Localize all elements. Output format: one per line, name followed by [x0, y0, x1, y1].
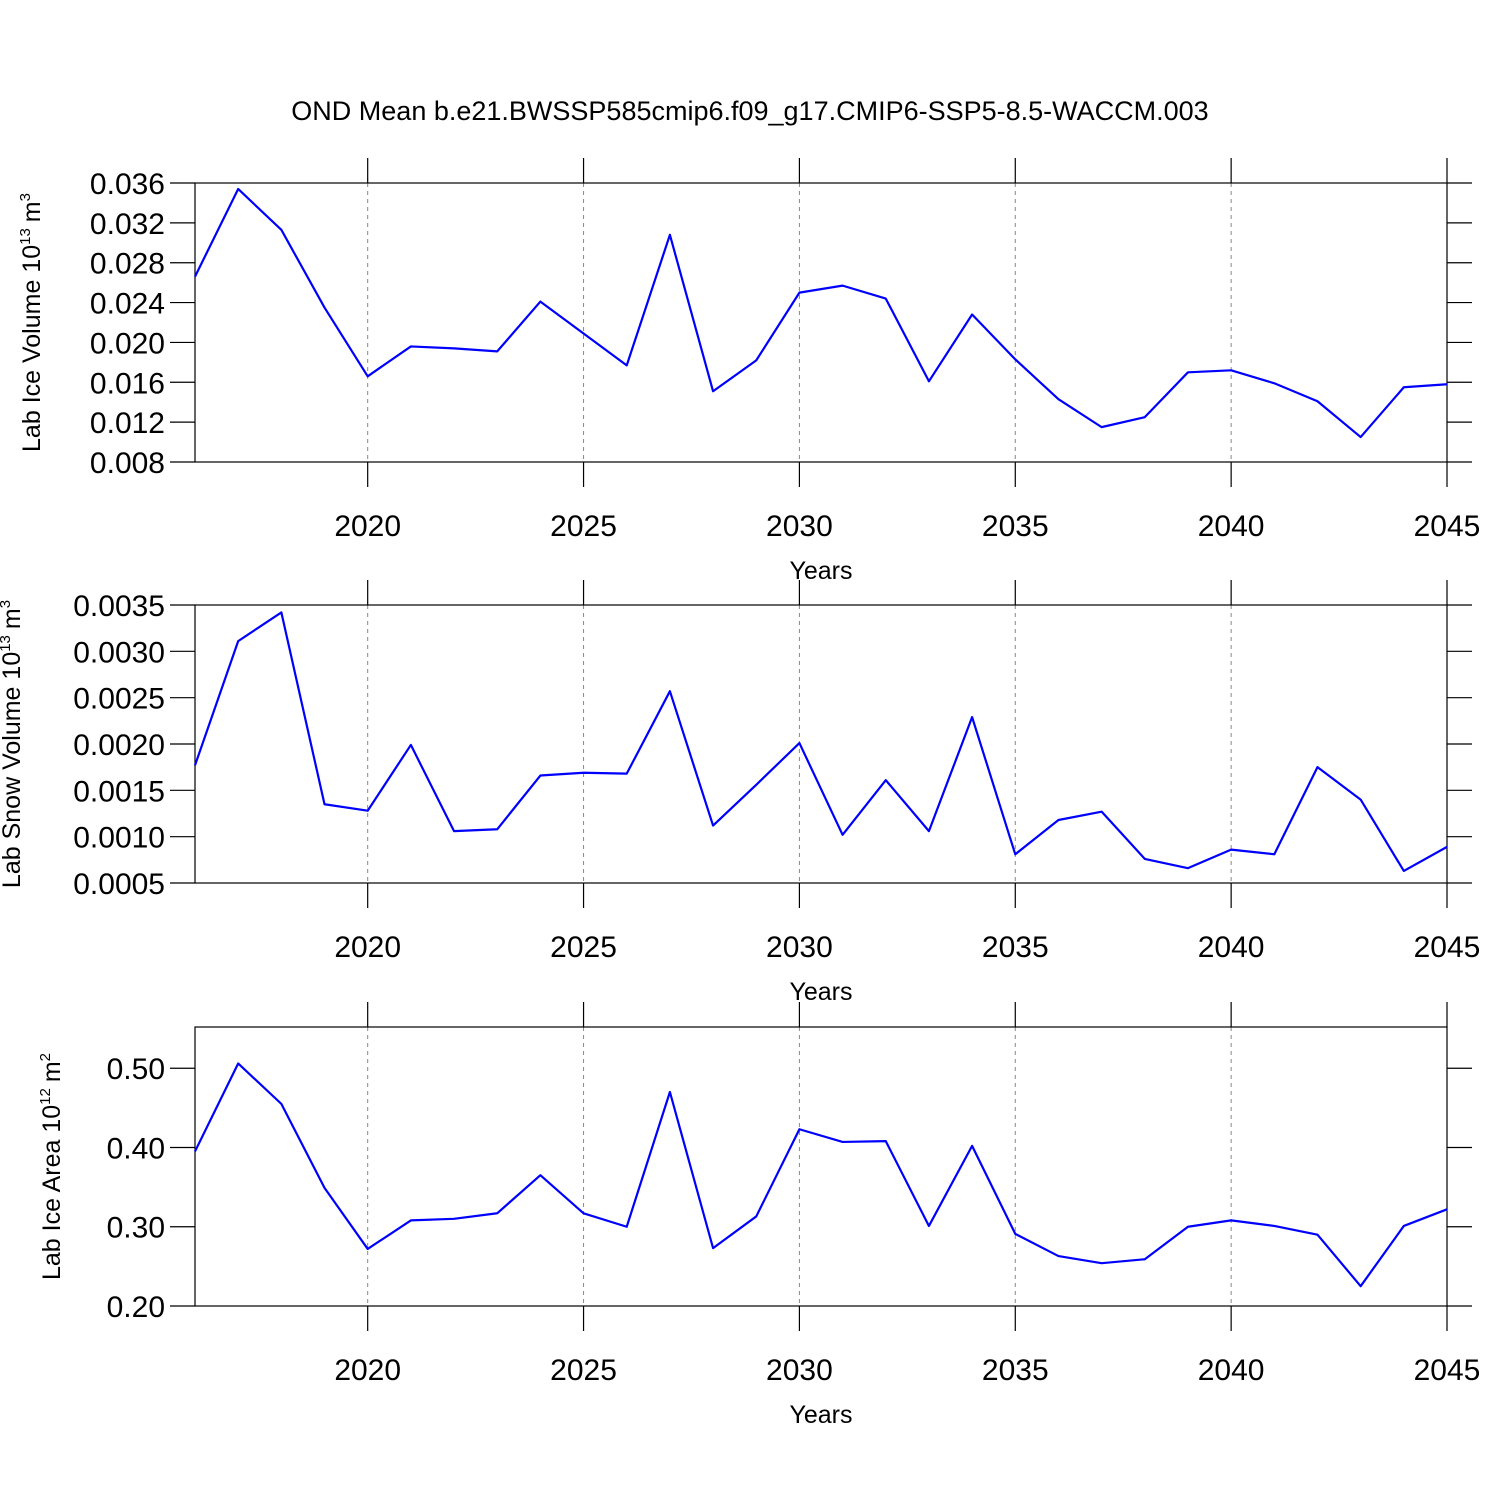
y-axis-label: Lab Snow Volume 1013 m3 — [0, 600, 26, 888]
y-tick-label: 0.028 — [90, 248, 165, 281]
x-tick-label: 2045 — [1414, 510, 1481, 543]
x-tick-label: 2045 — [1414, 931, 1481, 964]
y-tick-label: 0.036 — [90, 168, 165, 201]
x-tick-label: 2040 — [1198, 510, 1265, 543]
y-tick-label: 0.30 — [107, 1212, 165, 1245]
x-tick-label: 2025 — [550, 510, 617, 543]
y-label-part: Lab Ice Volume 10 — [18, 245, 46, 452]
x-tick-label: 2020 — [334, 931, 401, 964]
x-tick-label: 2030 — [766, 510, 833, 543]
x-tick-label: 2035 — [982, 1354, 1049, 1387]
y-tick-label: 0.0035 — [73, 590, 165, 623]
y-tick-label: 0.024 — [90, 288, 165, 321]
data-line — [194, 187, 1448, 439]
y-label-part: 3 — [17, 193, 34, 201]
y-tick-label: 0.40 — [107, 1132, 165, 1165]
y-tick-label: 0.50 — [107, 1053, 165, 1086]
data-line — [194, 1062, 1448, 1288]
y-tick-label: 0.008 — [90, 447, 165, 480]
y-label-part: 3 — [0, 600, 14, 608]
x-tick-label: 2045 — [1414, 1354, 1481, 1387]
plot-frame — [194, 1026, 1448, 1307]
y-tick-label: 0.0015 — [73, 775, 165, 808]
y-tick-label: 0.016 — [90, 367, 165, 400]
plot-frame — [194, 182, 1448, 463]
y-label-part: 2 — [37, 1053, 54, 1061]
x-tick-label: 2030 — [766, 1354, 833, 1387]
figure-title: OND Mean b.e21.BWSSP585cmip6.f09_g17.CMI… — [291, 96, 1208, 126]
y-label-part: 13 — [17, 228, 34, 245]
data-line — [193, 611, 1448, 873]
x-tick-label: 2040 — [1198, 931, 1265, 964]
y-label-part: m — [18, 201, 46, 222]
y-tick-label: 0.0030 — [73, 636, 165, 669]
y-axis-label: Lab Ice Area 1012 m2 — [37, 1053, 66, 1280]
x-tick-label: 2020 — [334, 510, 401, 543]
x-tick-label: 2020 — [334, 1354, 401, 1387]
y-label-part: Lab Ice Area 10 — [38, 1105, 66, 1280]
y-tick-label: 0.0010 — [73, 822, 165, 855]
x-tick-label: 2025 — [550, 931, 617, 964]
y-label-part: 12 — [37, 1088, 54, 1105]
x-tick-label: 2040 — [1198, 1354, 1265, 1387]
x-tick-label: 2030 — [766, 931, 833, 964]
y-tick-label: 0.032 — [90, 208, 165, 241]
y-label-part: Lab Snow Volume 10 — [0, 652, 26, 888]
y-tick-label: 0.020 — [90, 327, 165, 360]
x-axis-label: Years — [789, 978, 852, 1006]
x-tick-label: 2025 — [550, 1354, 617, 1387]
y-tick-label: 0.20 — [107, 1291, 165, 1324]
y-label-part: 13 — [0, 635, 14, 652]
y-tick-label: 0.0020 — [73, 729, 165, 762]
y-tick-label: 0.012 — [90, 407, 165, 440]
y-label-part: m — [38, 1061, 66, 1082]
y-tick-label: 0.0025 — [73, 683, 165, 716]
y-tick-label: 0.0005 — [73, 868, 165, 901]
x-tick-label: 2035 — [982, 510, 1049, 543]
x-axis-label: Years — [789, 1401, 852, 1429]
y-label-part: m — [0, 608, 26, 629]
y-axis-label: Lab Ice Volume 1013 m3 — [17, 193, 46, 452]
plot-frame — [194, 604, 1448, 884]
x-tick-label: 2035 — [982, 931, 1049, 964]
